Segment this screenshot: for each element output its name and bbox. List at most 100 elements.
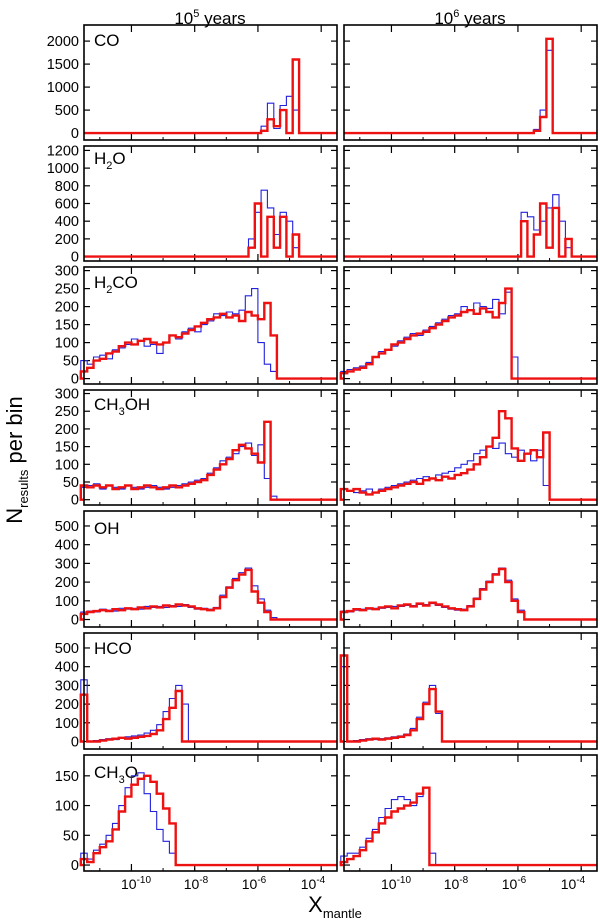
y-tick-label: 0 [71,735,79,751]
y-tick-label: 300 [55,264,79,280]
histogram-red-h2co-col2 [339,287,597,380]
y-tick-label: 500 [55,519,79,535]
x-tick-label-1e-6-left: 10-6 [242,875,267,892]
x-tick-label-1e-10-left: 10-10 [121,875,151,892]
histogram-red-ch3oh-col1 [79,420,337,501]
panel-oh-col2 [339,510,598,628]
panel-frame-ch3o-col1 [83,754,338,872]
panel-frame-hco-col2 [343,632,598,750]
panel-hco-col1: 0 100 200 300 400 500 [55,632,338,751]
y-tick-label: 200 [55,422,79,438]
y-tick-label: 500 [55,103,79,119]
y-tick-label: 500 [55,641,79,657]
y-tick-label: 300 [55,387,79,403]
column-title-1e6-years: 106 years [434,8,505,28]
y-tick-label: 50 [63,354,79,370]
species-label-ch3o: CH3O [94,763,138,786]
panel-frame-h2o-col1 [83,145,338,262]
y-tick-label: 0 [71,126,79,142]
y-tick-label: 400 [55,660,79,676]
y-tick-label: 100 [55,594,79,610]
y-tick-label: 200 [55,232,79,248]
histogram-blue-ch3oh-col1 [80,442,337,501]
panel-frame-ch3oh-col1 [83,389,338,506]
histogram-red-h2o-col1 [84,202,337,258]
species-label-oh: OH [94,519,120,538]
x-axis-label: Xmantle [308,892,362,921]
x-tick-label-1e-4-right: 10-4 [561,875,586,892]
y-tick-label: 150 [55,440,79,456]
x-tick-label-1e-10-right: 10-10 [381,875,411,892]
panel-ch3o-col1: 0 50 100 150 [55,754,338,874]
panel-frame-co-col1 [83,24,338,141]
y-tick-label: 600 [55,197,79,213]
y-tick-label: 300 [55,556,79,572]
y-tick-label: 400 [55,214,79,230]
histogram-red-ch3o-col2 [339,786,597,867]
histogram-blue-h2co-col2 [340,291,597,380]
y-tick-label: 100 [55,716,79,732]
y-tick-label: 1000 [47,161,79,177]
panel-h2co-col2 [339,266,598,385]
histogram-blue-hco-col1 [80,679,337,743]
histogram-red-co-col1 [84,58,337,135]
y-tick-label: 100 [55,457,79,473]
panel-frame-h2o-col2 [343,145,598,262]
histogram-blue-oh-col1 [80,567,337,621]
panel-h2co-col1: 0 50 100 150 200 250 300 [55,264,338,388]
column-title-1e5-years: 105 years [174,8,245,28]
y-axis-label: Nresults per bin [2,396,31,524]
histogram-blue-co-col2 [344,49,597,134]
panel-frame-h2co-col2 [343,266,598,385]
histogram-red-hco-col2 [339,654,597,743]
y-tick-label: 0 [71,250,79,266]
species-label-hco: HCO [94,639,132,658]
histogram-red-h2co-col1 [79,301,337,380]
histogram-blue-oh-col2 [340,567,597,621]
histogram-red-oh-col2 [339,567,597,621]
y-tick-label: 0 [71,858,79,874]
histogram-red-co-col2 [344,37,597,135]
panel-frame-h2co-col1 [83,266,338,385]
x-tick-label-1e-8-right: 10-8 [444,875,469,892]
panel-frame-ch3o-col2 [343,754,598,872]
x-tick-label-1e-6-right: 10-6 [502,875,527,892]
species-label-h2o: H2O [94,149,126,172]
y-tick-label: 150 [55,769,79,785]
panel-co-col1: 0 500 1000 1500 2000 [47,24,338,142]
y-tick-label: 1500 [47,57,79,73]
x-tick-label-1e-8-left: 10-8 [184,875,209,892]
y-tick-label: 1200 [47,143,79,159]
y-tick-label: 800 [55,179,79,195]
y-tick-label: 2000 [47,34,79,50]
y-tick-label: 400 [55,538,79,554]
y-tick-label: 0 [71,493,79,509]
species-label-h2co: H2CO [94,273,138,296]
histogram-blue-hco-col2 [340,666,597,743]
histogram-red-ch3o-col1 [79,774,337,867]
x-tick-label-1e-4-left: 10-4 [301,875,326,892]
histogram-red-ch3oh-col2 [339,410,597,501]
histogram-red-h2o-col2 [344,202,597,258]
y-tick-label: 150 [55,318,79,334]
panel-frame-oh-col1 [83,510,338,628]
y-tick-label: 300 [55,678,79,694]
panel-ch3oh-col2 [339,389,598,506]
y-tick-label: 50 [63,475,79,491]
panel-frame-co-col2 [343,24,598,141]
histogram-blue-h2co-col1 [80,288,337,380]
y-tick-label: 100 [55,799,79,815]
species-label-co: CO [94,31,120,50]
panel-ch3o-col2 [339,754,598,872]
histogram-red-hco-col1 [79,689,337,743]
panel-oh-col1: 0 100 200 300 400 500 [55,510,338,629]
y-tick-label: 250 [55,404,79,420]
y-tick-label: 200 [55,300,79,316]
histogram-red-oh-col1 [79,568,337,621]
panel-frame-hco-col1 [83,632,338,750]
panel-frame-oh-col2 [343,510,598,628]
y-tick-label: 1000 [47,80,79,96]
